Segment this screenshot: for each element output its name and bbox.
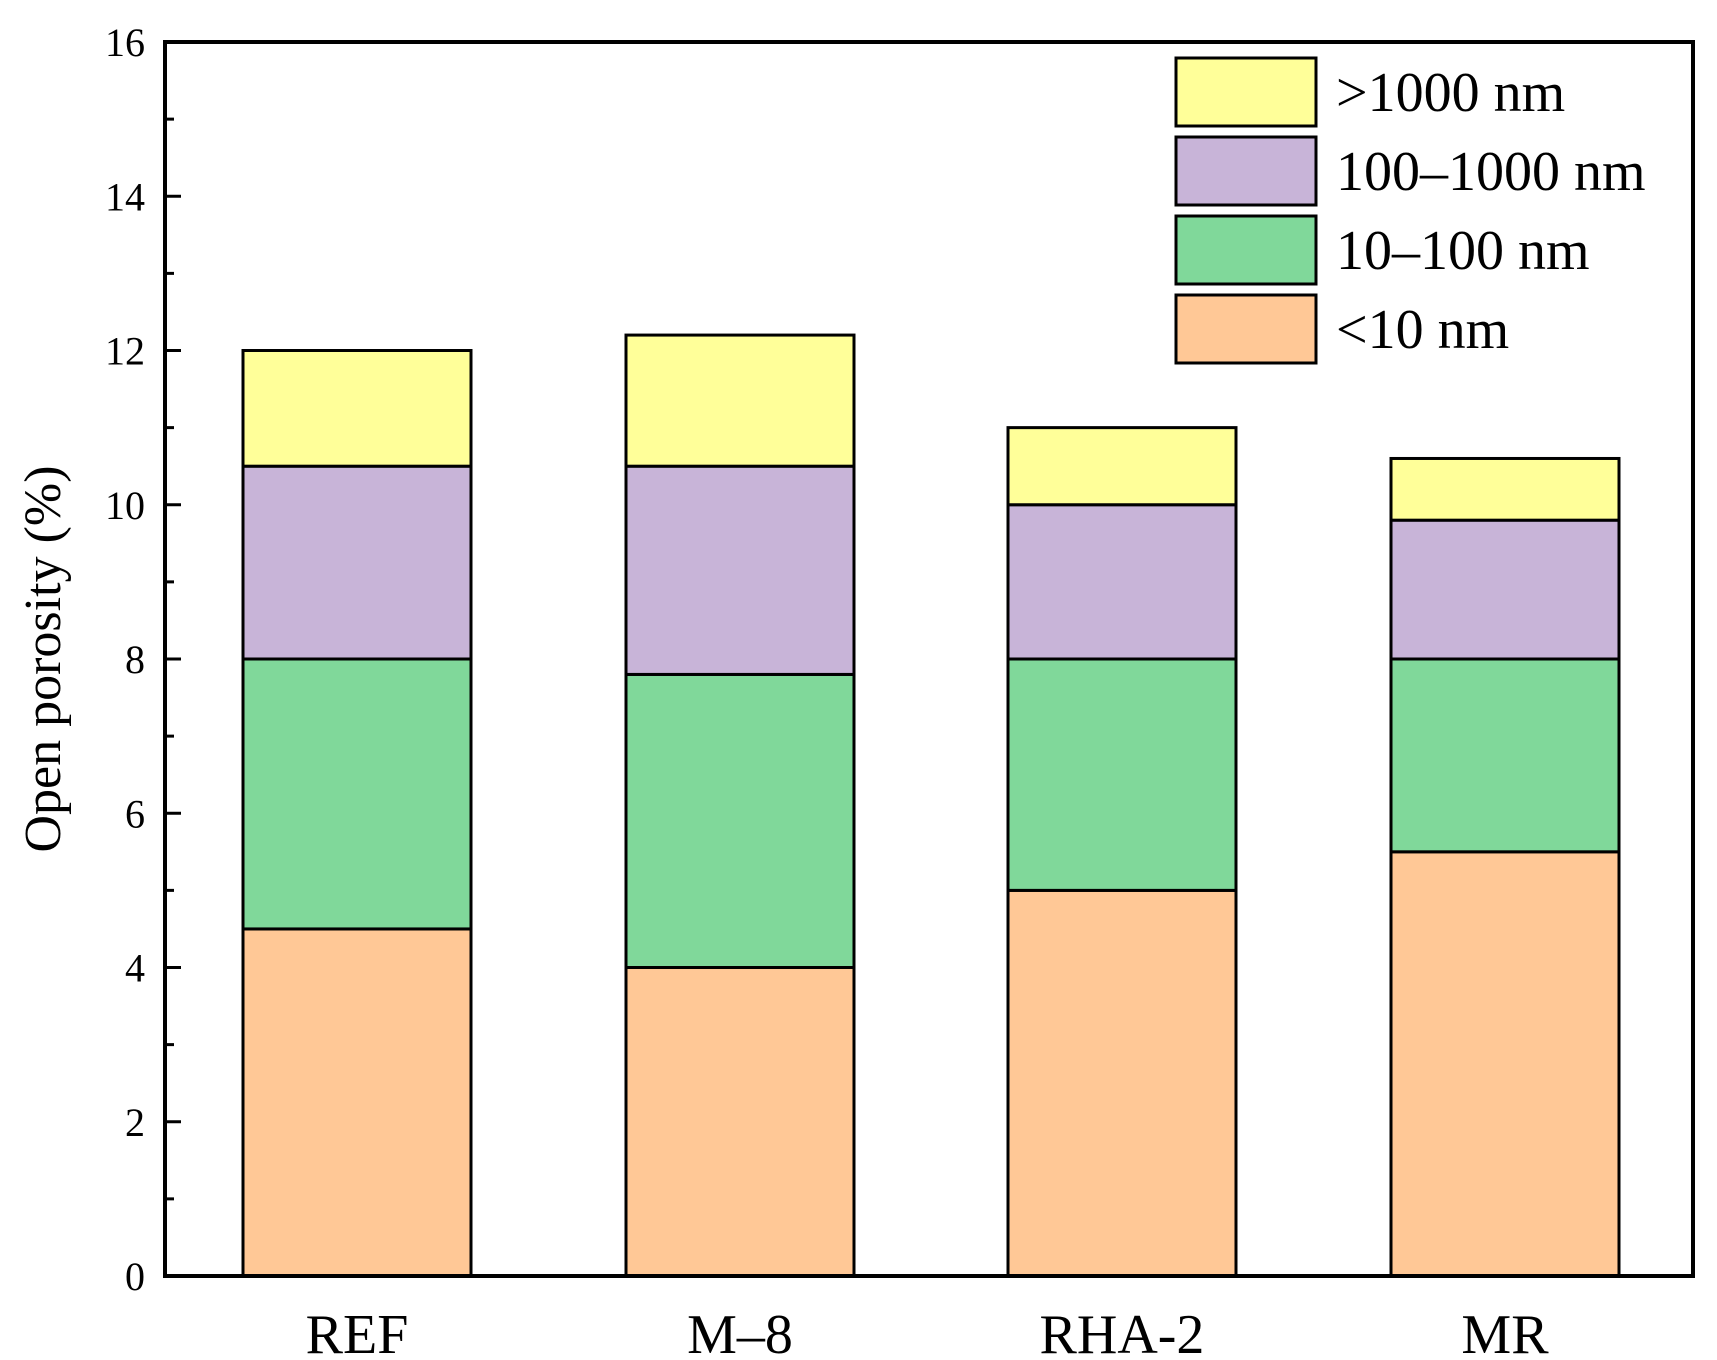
- legend-label-lt-10-nm: <10 nm: [1336, 299, 1509, 361]
- bar-m-8-gt-1000-nm: [624, 333, 856, 468]
- bar-m-8-100-1000-nm: [624, 464, 856, 676]
- legend: >1000 nm 100–1000 nm 10–100 nm <10 nm: [1174, 56, 1646, 365]
- legend-swatch-100-1000-nm: [1174, 135, 1318, 207]
- legend-label-gt-1000-nm: >1000 nm: [1336, 62, 1565, 124]
- y-tick-label-16: 16: [105, 20, 145, 65]
- bar-mr-100-1000-nm: [1389, 518, 1621, 661]
- legend-label-100-1000-nm: 100–1000 nm: [1336, 141, 1646, 203]
- y-tick-label-14: 14: [105, 174, 145, 219]
- bar-rha-2-lt-10-nm: [1006, 888, 1238, 1278]
- y-tick-label-4: 4: [125, 946, 145, 991]
- x-category-label-mr: MR: [1461, 1304, 1549, 1360]
- bar-mr-lt-10-nm: [1389, 850, 1621, 1278]
- y-axis-title: Open porosity (%): [15, 465, 72, 852]
- bar-rha-2-10-100-nm: [1006, 657, 1238, 892]
- legend-swatch-lt-10-nm: [1174, 293, 1318, 365]
- bar-rha-2-100-1000-nm: [1006, 503, 1238, 661]
- y-tick-label-0: 0: [125, 1254, 145, 1299]
- bar-rha-2-gt-1000-nm: [1006, 426, 1238, 507]
- y-tick-label-10: 10: [105, 483, 145, 528]
- bar-m-8-lt-10-nm: [624, 966, 856, 1278]
- bar-ref-lt-10-nm: [241, 927, 473, 1278]
- bar-ref-10-100-nm: [241, 657, 473, 931]
- y-tick-label-8: 8: [125, 637, 145, 682]
- bars-layer: [241, 333, 1621, 1278]
- axes-layer: 0 2 4 6 8 10 12 14 16 REF M–8 RHA-2 MR: [105, 20, 1695, 1360]
- bar-ref-gt-1000-nm: [241, 349, 473, 468]
- bar-ref-100-1000-nm: [241, 464, 473, 661]
- x-category-label-m-8: M–8: [687, 1304, 793, 1360]
- legend-swatch-gt-1000-nm: [1174, 56, 1318, 128]
- bar-mr-10-100-nm: [1389, 657, 1621, 854]
- bar-mr-gt-1000-nm: [1389, 456, 1621, 522]
- y-tick-label-12: 12: [105, 329, 145, 374]
- y-tick-label-2: 2: [125, 1100, 145, 1145]
- y-tick-label-6: 6: [125, 791, 145, 836]
- legend-label-10-100-nm: 10–100 nm: [1336, 220, 1590, 282]
- bar-m-8-10-100-nm: [624, 672, 856, 969]
- x-category-label-rha-2: RHA-2: [1040, 1304, 1205, 1360]
- legend-swatch-10-100-nm: [1174, 214, 1318, 286]
- x-category-label-ref: REF: [306, 1304, 409, 1360]
